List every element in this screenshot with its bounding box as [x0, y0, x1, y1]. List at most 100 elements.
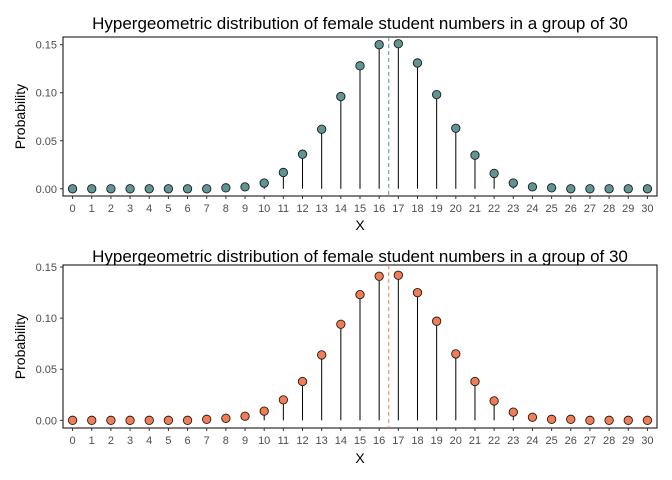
x-tick-label-15: 15 — [354, 435, 366, 447]
x-tick-label-21: 21 — [469, 435, 481, 447]
x-tick-label-14: 14 — [335, 435, 347, 447]
x-tick-label-20: 20 — [450, 203, 462, 215]
x-tick-label-30: 30 — [641, 203, 653, 215]
x-tick-label-1: 1 — [89, 203, 95, 215]
data-point-7 — [202, 184, 212, 194]
x-tick-label-23: 23 — [507, 435, 519, 447]
x-tick-label-29: 29 — [622, 203, 634, 215]
data-point-26 — [566, 414, 576, 424]
data-point-24 — [527, 182, 538, 192]
data-point-3 — [125, 184, 135, 194]
chart-panel-1: Hypergeometric distribution of female st… — [12, 14, 658, 233]
x-tick-label-23: 23 — [507, 203, 519, 215]
data-point-14 — [336, 319, 346, 329]
data-point-22 — [489, 396, 499, 406]
x-tick-label-8: 8 — [223, 203, 229, 215]
data-point-9 — [240, 182, 250, 192]
x-tick-label-29: 29 — [622, 435, 634, 447]
data-point-12 — [297, 376, 308, 387]
x-tick-label-24: 24 — [526, 435, 538, 447]
data-point-22 — [489, 168, 499, 179]
data-point-12 — [297, 149, 308, 159]
data-point-13 — [317, 124, 327, 134]
y-tick-label-2: 0.10 — [36, 313, 57, 325]
data-point-5 — [163, 415, 174, 425]
x-tick-label-9: 9 — [242, 203, 248, 215]
data-point-25 — [546, 414, 557, 424]
data-point-4 — [144, 184, 154, 194]
y-axis-title: Probability — [12, 314, 28, 379]
x-tick-label-0: 0 — [70, 203, 76, 215]
data-point-17 — [393, 39, 403, 49]
y-tick-label-3: 0.15 — [36, 40, 57, 52]
x-tick-label-7: 7 — [204, 435, 210, 447]
data-point-25 — [546, 183, 557, 193]
y-tick-label-3: 0.15 — [36, 262, 57, 274]
x-tick-label-21: 21 — [469, 203, 481, 215]
data-point-4 — [144, 415, 154, 425]
x-axis-title: X — [355, 450, 365, 466]
y-tick-label-0: 0.00 — [36, 184, 57, 196]
x-tick-label-19: 19 — [431, 435, 443, 447]
data-point-11 — [278, 167, 289, 178]
data-point-27 — [585, 415, 595, 425]
data-point-0 — [67, 415, 78, 425]
data-point-15 — [355, 289, 365, 300]
x-tick-label-15: 15 — [354, 203, 366, 215]
x-tick-label-26: 26 — [565, 435, 577, 447]
x-tick-label-10: 10 — [258, 435, 270, 447]
x-tick-label-4: 4 — [146, 435, 152, 447]
data-point-0 — [67, 184, 78, 194]
data-point-14 — [336, 91, 346, 102]
x-tick-label-26: 26 — [565, 203, 577, 215]
x-tick-label-27: 27 — [584, 435, 596, 447]
data-point-7 — [202, 414, 212, 424]
x-tick-label-24: 24 — [526, 203, 538, 215]
x-tick-label-22: 22 — [488, 435, 500, 447]
data-point-21 — [470, 376, 480, 387]
x-tick-label-6: 6 — [184, 203, 190, 215]
x-tick-label-12: 12 — [296, 203, 308, 215]
y-tick-label-1: 0.05 — [36, 364, 57, 376]
x-tick-label-0: 0 — [70, 435, 76, 447]
x-tick-label-16: 16 — [373, 435, 385, 447]
data-point-19 — [431, 316, 442, 326]
data-point-29 — [623, 184, 633, 194]
data-point-23 — [508, 407, 518, 417]
data-point-2 — [106, 184, 116, 194]
y-tick-label-2: 0.10 — [36, 88, 57, 100]
x-tick-label-13: 13 — [316, 435, 328, 447]
chart-title: Hypergeometric distribution of female st… — [92, 247, 628, 266]
x-tick-label-20: 20 — [450, 435, 462, 447]
data-point-20 — [451, 349, 461, 359]
data-point-18 — [412, 287, 423, 298]
x-tick-label-5: 5 — [165, 435, 171, 447]
x-tick-label-8: 8 — [223, 435, 229, 447]
data-point-30 — [642, 415, 653, 425]
x-tick-label-3: 3 — [127, 435, 133, 447]
x-tick-label-25: 25 — [545, 203, 557, 215]
data-point-28 — [604, 184, 614, 194]
x-tick-label-6: 6 — [184, 435, 190, 447]
data-point-17 — [393, 270, 403, 280]
x-tick-label-17: 17 — [392, 203, 404, 215]
data-point-1 — [87, 415, 97, 425]
x-tick-label-22: 22 — [488, 203, 500, 215]
x-tick-label-10: 10 — [258, 203, 270, 215]
x-tick-label-11: 11 — [278, 435, 289, 447]
data-point-29 — [623, 415, 633, 425]
x-tick-label-13: 13 — [316, 203, 328, 215]
y-tick-label-1: 0.05 — [36, 136, 57, 148]
data-point-5 — [163, 184, 174, 194]
data-point-30 — [642, 184, 653, 194]
data-point-27 — [585, 184, 595, 194]
x-tick-label-30: 30 — [641, 435, 653, 447]
x-tick-label-1: 1 — [89, 435, 95, 447]
data-point-19 — [431, 89, 442, 100]
data-point-11 — [278, 395, 289, 405]
data-point-23 — [508, 178, 518, 188]
data-point-21 — [470, 150, 480, 160]
data-point-18 — [412, 58, 423, 68]
data-point-3 — [125, 415, 135, 425]
